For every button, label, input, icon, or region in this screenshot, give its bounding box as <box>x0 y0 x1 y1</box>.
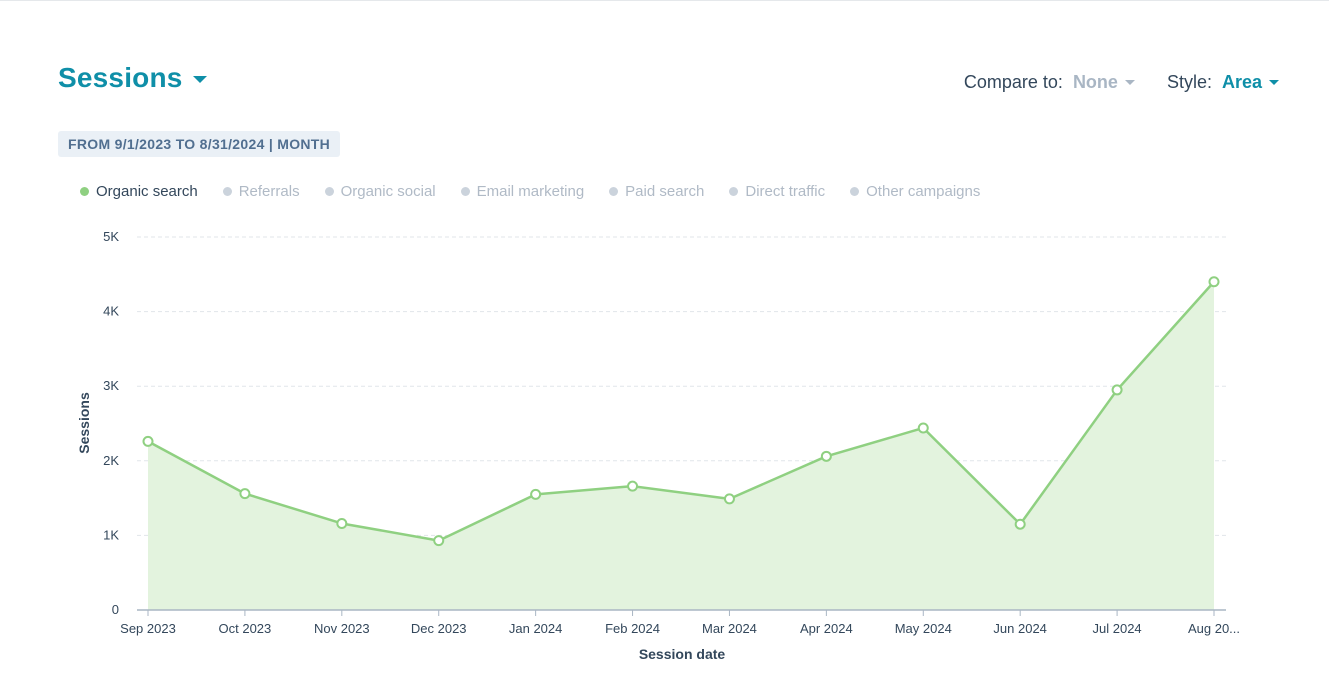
y-tick-label: 3K <box>103 378 119 393</box>
caret-down-icon <box>1269 80 1279 85</box>
x-tick-label: Feb 2024 <box>605 621 660 636</box>
legend-label: Organic social <box>340 183 436 200</box>
legend-label: Email marketing <box>476 183 585 200</box>
data-point[interactable] <box>820 450 832 462</box>
x-tick-label: Apr 2024 <box>800 621 853 636</box>
chart-controls: Compare to: None Style: Area <box>964 72 1279 93</box>
legend-item[interactable]: Email marketing <box>460 183 585 200</box>
legend-label: Other campaigns <box>866 183 981 200</box>
style-dropdown[interactable]: Area <box>1222 72 1279 93</box>
y-axis-title: Sessions <box>76 392 92 454</box>
legend-dot-icon <box>80 187 89 196</box>
data-point[interactable] <box>723 493 735 505</box>
x-axis-title: Session date <box>639 646 726 662</box>
y-tick-label: 1K <box>103 527 119 542</box>
compare-dropdown[interactable]: None <box>1073 72 1135 93</box>
legend-label: Organic search <box>96 183 198 200</box>
y-tick-label: 5K <box>103 229 119 244</box>
legend-label: Referrals <box>238 183 300 200</box>
x-tick-label: Mar 2024 <box>702 621 757 636</box>
style-label: Style: <box>1166 72 1212 92</box>
legend-dot-icon <box>222 187 232 196</box>
caret-down-icon <box>1124 80 1135 85</box>
data-point[interactable] <box>917 422 929 434</box>
date-range-badge: FROM 9/1/2023 TO 8/31/2024 | MONTH <box>58 131 341 157</box>
x-tick-label: Jul 2024 <box>1093 621 1142 636</box>
legend-dot-icon <box>324 187 334 196</box>
legend-item[interactable]: Direct traffic <box>729 183 825 200</box>
x-tick-label: Dec 2023 <box>411 621 467 636</box>
y-tick-label: 0 <box>112 602 119 617</box>
x-tick-label: May 2024 <box>895 621 952 636</box>
data-point[interactable] <box>1208 276 1220 288</box>
legend-dot-icon <box>609 187 619 196</box>
x-tick-label: Oct 2023 <box>219 621 272 636</box>
legend-dot-icon <box>850 187 860 196</box>
legend-label: Paid search <box>625 183 705 200</box>
data-point[interactable] <box>239 488 251 500</box>
legend-item[interactable]: Paid search <box>609 183 704 200</box>
data-point[interactable] <box>1111 384 1123 396</box>
chart-legend: Organic search Referrals Organic social Ema… <box>80 183 1005 200</box>
data-point[interactable] <box>530 488 542 500</box>
x-tick-label: Jun 2024 <box>993 621 1047 636</box>
series-area <box>148 281 1214 610</box>
legend-item[interactable]: Other campaigns <box>850 183 980 200</box>
x-tick-label: Jan 2024 <box>509 621 563 636</box>
legend-dot-icon <box>460 187 470 196</box>
data-point[interactable] <box>1014 518 1026 530</box>
data-point[interactable] <box>627 480 639 492</box>
series-line <box>147 280 1215 542</box>
top-divider <box>0 0 1329 1</box>
legend-item[interactable]: Organic social <box>324 183 436 200</box>
y-tick-label: 4K <box>103 304 119 319</box>
compare-value: None <box>1072 72 1118 92</box>
x-tick-label: Sep 2023 <box>120 621 176 636</box>
x-tick-label: Aug 20... <box>1188 621 1240 636</box>
compare-label: Compare to: <box>963 72 1063 92</box>
page-title: Sessions <box>58 62 183 93</box>
legend-label: Direct traffic <box>745 183 826 200</box>
report-title-dropdown[interactable]: Sessions <box>58 62 207 94</box>
data-point[interactable] <box>142 435 154 447</box>
x-tick-label: Nov 2023 <box>314 621 370 636</box>
style-value: Area <box>1221 72 1262 92</box>
data-point[interactable] <box>336 517 348 529</box>
data-point[interactable] <box>433 535 445 547</box>
legend-dot-icon <box>729 187 739 196</box>
y-tick-label: 2K <box>103 453 119 468</box>
legend-item[interactable]: Organic search <box>80 183 198 200</box>
legend-item[interactable]: Referrals <box>222 183 300 200</box>
caret-down-icon <box>192 75 207 83</box>
